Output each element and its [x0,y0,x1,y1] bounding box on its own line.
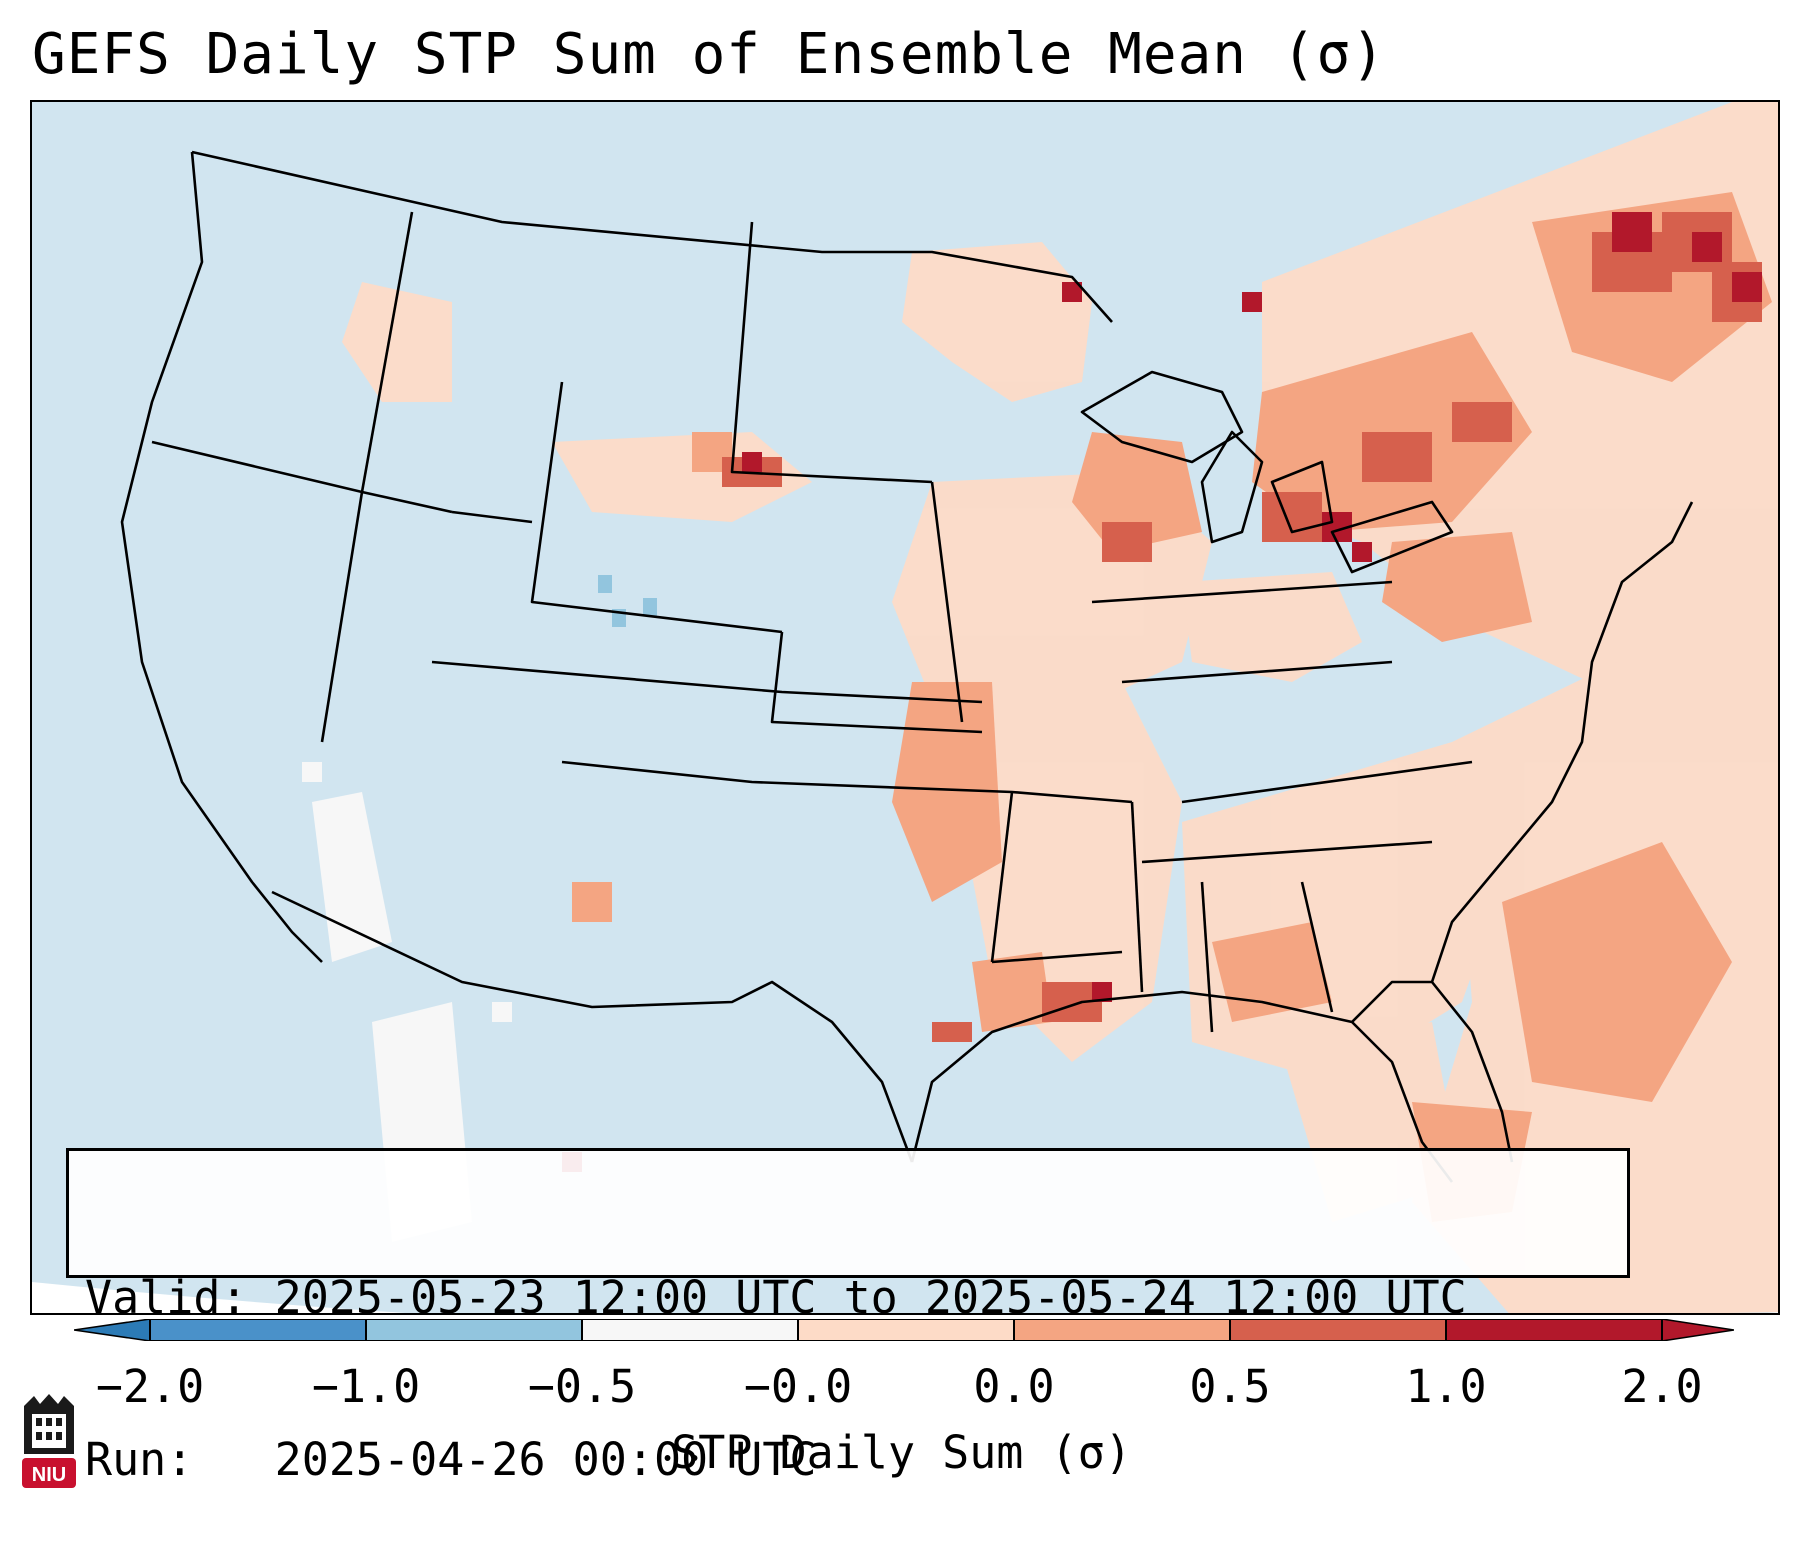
colorbar [74,1319,1734,1341]
colorbar-tick-label: 0.5 [1189,1360,1271,1413]
colorbar-segment-3 [582,1319,798,1341]
niu-logo: NIU [22,1394,76,1488]
colorbar-segment-6 [1230,1319,1446,1341]
colorbar-tick-label: −1.0 [311,1360,421,1413]
chart-title: GEFS Daily STP Sum of Ensemble Mean (σ) [32,22,1386,87]
colorbar-extend-high [1661,1319,1734,1341]
stp-map [32,102,1778,1313]
political-boundaries [120,150,1694,1183]
colorbar-segment-5 [1014,1319,1230,1341]
valid-label: Valid: [85,1271,248,1324]
run-row: Run: 2025-04-26 00:00 UTC [85,1433,1611,1487]
colorbar-label: STP Daily Sum (σ) [671,1426,1132,1479]
valid-value: 2025-05-23 12:00 UTC to 2025-05-24 12:00… [274,1271,1467,1324]
colorbar-segment-4 [798,1319,1014,1341]
colorbar-tick-label: 2.0 [1621,1360,1703,1413]
colorbar-tick-label: −2.0 [95,1360,205,1413]
colorbar-tick-label: 0.0 [973,1360,1055,1413]
colorbar-tick-label: 1.0 [1405,1360,1487,1413]
validity-info-box: Valid: 2025-05-23 12:00 UTC to 2025-05-2… [66,1148,1630,1486]
valid-row: Valid: 2025-05-23 12:00 UTC to 2025-05-2… [85,1271,1611,1325]
colorbar-segment-1 [150,1319,366,1341]
logo-text: NIU [32,1464,66,1486]
run-value: 2025-04-26 00:00 UTC [274,1433,817,1486]
colorbar-segment-7 [1446,1319,1662,1341]
colorbar-tick-label: −0.0 [743,1360,853,1413]
map-panel [30,100,1780,1315]
anomaly-blue [598,575,657,627]
colorbar-tick-label: −0.5 [527,1360,637,1413]
colorbar-segment-2 [366,1319,582,1341]
colorbar-ticks [149,1319,1663,1341]
run-label: Run: [85,1433,194,1486]
colorbar-extend-low [74,1319,151,1341]
